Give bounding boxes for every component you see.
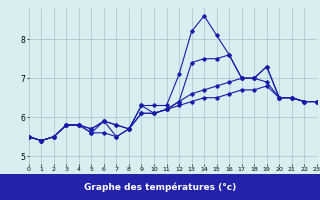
Text: Graphe des températures (°c): Graphe des températures (°c) bbox=[84, 182, 236, 192]
